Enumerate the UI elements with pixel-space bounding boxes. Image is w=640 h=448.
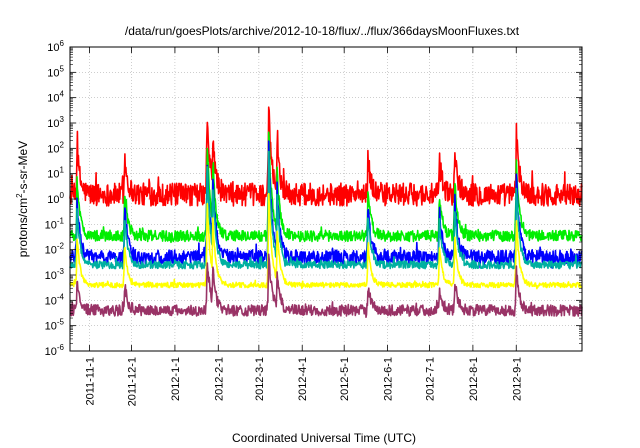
x-tick-label: 2011-12-1 <box>127 357 139 406</box>
y-tick-label: 102 <box>47 140 64 155</box>
y-tick-label: 100 <box>47 191 64 206</box>
series-line-4 <box>69 150 583 270</box>
x-tick-label: 2012-8-1 <box>468 357 480 401</box>
series-line-5 <box>69 192 583 290</box>
y-tick-label: 10-3 <box>45 267 65 282</box>
y-tick-label: 103 <box>47 115 64 130</box>
series-line-6 <box>69 253 583 319</box>
x-tick-label: 2012-5-1 <box>339 357 351 401</box>
x-tick-label: 2012-1-1 <box>170 357 182 401</box>
x-tick-label: 2012-4-1 <box>297 357 309 401</box>
x-tick-label: 2012-7-1 <box>425 357 437 401</box>
y-tick-label: 106 <box>47 39 64 54</box>
x-tick-label: 2012-3-1 <box>254 357 266 401</box>
plot-frame <box>69 46 583 352</box>
x-axis-label: Coordinated Universal Time (UTC) <box>232 431 416 445</box>
x-tick-label: 2011-11-1 <box>85 357 97 406</box>
x-tick-label: 2012-2-1 <box>213 357 225 401</box>
y-tick-label: 10-5 <box>45 318 65 333</box>
plot-area <box>69 106 583 319</box>
y-tick-label: 104 <box>47 90 64 105</box>
y-tick-label: 10-4 <box>45 292 65 307</box>
y-tick-label: 101 <box>47 166 64 181</box>
chart-title: /data/run/goesPlots/archive/2012-10-18/f… <box>125 24 520 38</box>
series-line-2 <box>69 131 583 244</box>
x-tick-label: 2012-9-1 <box>511 357 523 401</box>
y-tick-label: 105 <box>47 64 64 79</box>
y-tick-label: 10-2 <box>45 242 65 257</box>
series-line-1 <box>69 106 583 207</box>
y-axis-label: protons/cm2-s-sr-MeV <box>15 141 30 257</box>
y-tick-label: 10-6 <box>45 343 65 358</box>
series-line-3 <box>69 140 583 269</box>
y-tick-label: 10-1 <box>45 216 65 231</box>
plot-border <box>69 46 583 352</box>
x-tick-label: 2012-6-1 <box>383 357 395 401</box>
